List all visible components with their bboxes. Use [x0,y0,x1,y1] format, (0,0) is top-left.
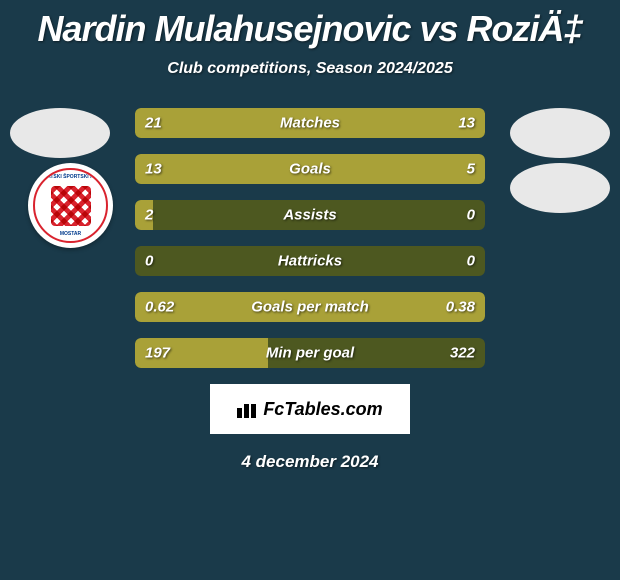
player-right-logo-placeholder-1 [510,108,610,158]
stat-label: Hattricks [278,253,342,270]
comparison-card: Nardin Mulahusejnovic vs RoziÄ‡ Club com… [0,0,620,580]
stats-area: HRVATSKI ŠPORTSKI KLUB MOSTAR 21 13 Matche… [0,108,620,368]
stat-value-right: 13 [458,115,475,132]
stat-row: 21 13 Matches [135,108,485,138]
stat-row: 197 322 Min per goal [135,338,485,368]
stat-value-left: 2 [145,207,153,224]
stat-bars: 2113Matches135Goals20Assists00Hattricks0… [135,108,485,368]
stat-value-left: 197 [145,345,170,362]
stat-value-left: 13 [145,161,162,178]
stat-row: 0.62 0.38 Goals per match [135,292,485,322]
stat-label: Assists [283,207,336,224]
stat-value-right: 0 [467,253,475,270]
brand-badge: FcTables.com [210,384,410,434]
stat-label: Goals [289,161,331,178]
stat-label: Min per goal [266,345,354,362]
club-logo-left: HRVATSKI ŠPORTSKI KLUB MOSTAR [28,163,113,248]
stat-value-right: 322 [450,345,475,362]
brand-text: FcTables.com [263,399,382,420]
stat-value-left: 21 [145,115,162,132]
player-right-logo-placeholder-2 [510,163,610,213]
club-logo-text-top: HRVATSKI ŠPORTSKI KLUB [37,174,104,180]
stat-label: Matches [280,115,340,132]
stat-row: 0 0 Hattricks [135,246,485,276]
stat-value-left: 0 [145,253,153,270]
stat-value-right: 5 [467,161,475,178]
date-text: 4 december 2024 [0,452,620,472]
subtitle: Club competitions, Season 2024/2025 [0,60,620,78]
player-left-logo-placeholder [10,108,110,158]
stat-label: Goals per match [251,299,369,316]
stat-row: 2 0 Assists [135,200,485,230]
club-logo-checker [51,186,91,226]
stat-value-right: 0 [467,207,475,224]
stat-value-right: 0.38 [446,299,475,316]
club-logo-text-bottom: MOSTAR [60,231,81,237]
bar-chart-icon [237,400,259,418]
club-logo-inner: HRVATSKI ŠPORTSKI KLUB MOSTAR [33,168,108,243]
page-title: Nardin Mulahusejnovic vs RoziÄ‡ [0,0,620,50]
bar-fill-left [135,154,387,184]
stat-row: 13 5 Goals [135,154,485,184]
stat-value-left: 0.62 [145,299,174,316]
